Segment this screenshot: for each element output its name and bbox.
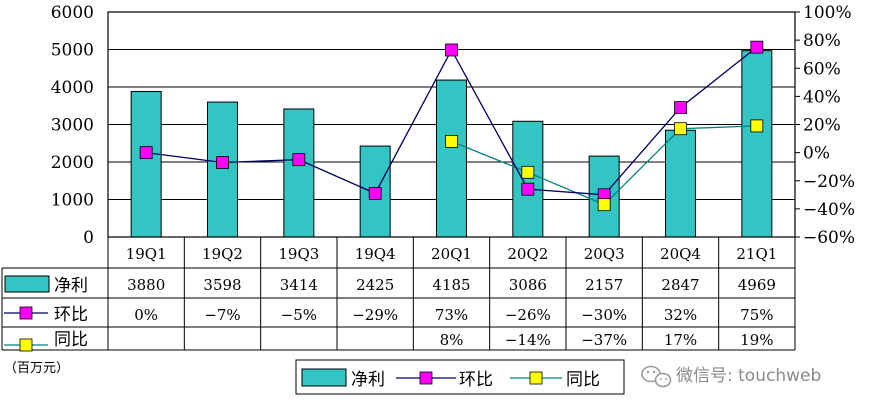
table-cell: −14% bbox=[505, 331, 551, 349]
mom-point-19Q3 bbox=[292, 153, 306, 167]
x-tick-label: 21Q1 bbox=[736, 245, 777, 263]
x-tick-label: 19Q1 bbox=[126, 245, 167, 263]
row-key-marker bbox=[19, 338, 33, 352]
y-right-tick-label: 100% bbox=[803, 3, 852, 23]
mom-point-20Q1 bbox=[445, 43, 458, 57]
bar-19Q1 bbox=[130, 91, 162, 238]
yoy-point-21Q1 bbox=[750, 119, 764, 133]
legend-key-marker bbox=[529, 371, 543, 385]
table-cell: 4969 bbox=[738, 276, 776, 294]
table-cell: 32% bbox=[664, 306, 697, 324]
legend-label: 环比 bbox=[459, 370, 493, 390]
table-cell: 0% bbox=[134, 306, 158, 324]
legend-key-marker bbox=[419, 371, 433, 385]
row-key-bar bbox=[4, 275, 50, 293]
y-right-tick-label: 60% bbox=[803, 59, 841, 79]
bar-20Q4 bbox=[665, 129, 696, 238]
bar-20Q1 bbox=[436, 79, 467, 238]
bar-19Q3 bbox=[283, 108, 315, 238]
y-left-tick-label: 1000 bbox=[51, 191, 94, 211]
table-cell: 2847 bbox=[661, 276, 699, 294]
table-cell: −37% bbox=[581, 331, 627, 349]
table-cell: 75% bbox=[740, 306, 773, 324]
table-cell: −30% bbox=[581, 306, 627, 324]
row-key-marker bbox=[19, 306, 33, 320]
yoy-point-20Q3 bbox=[597, 198, 611, 212]
table-cell: 17% bbox=[664, 331, 697, 349]
wechat-icon bbox=[641, 365, 672, 388]
bar-21Q1 bbox=[741, 50, 773, 238]
y-right-tick-label: 80% bbox=[803, 31, 841, 51]
legend-box bbox=[295, 359, 625, 395]
table-cell: 19% bbox=[740, 331, 773, 349]
y-right-tick-label: 40% bbox=[803, 87, 841, 107]
mom-point-19Q2 bbox=[216, 156, 229, 169]
y-right-tick-label: −20% bbox=[803, 172, 855, 192]
x-tick-label: 20Q4 bbox=[660, 245, 701, 263]
bar-19Q2 bbox=[207, 101, 238, 238]
row-header-label: 环比 bbox=[54, 305, 88, 325]
table-cell: −5% bbox=[281, 306, 317, 324]
table-cell: −29% bbox=[352, 306, 398, 324]
table-cell: 4185 bbox=[432, 276, 470, 294]
y-left-tick-label: 0 bbox=[83, 228, 94, 248]
x-tick-label: 19Q2 bbox=[202, 245, 243, 263]
x-tick-label: 19Q4 bbox=[355, 245, 396, 263]
table-cell: 2157 bbox=[585, 276, 623, 294]
table-cell: 8% bbox=[440, 331, 464, 349]
y-right-tick-label: −40% bbox=[803, 200, 855, 220]
mom-point-20Q4 bbox=[674, 101, 687, 115]
y-left-tick-label: 5000 bbox=[51, 41, 94, 61]
table-cell: 2425 bbox=[356, 276, 394, 294]
mom-point-21Q1 bbox=[750, 40, 764, 54]
y-left-tick-label: 3000 bbox=[51, 116, 94, 136]
y-right-tick-label: −60% bbox=[803, 228, 855, 248]
legend-key-bar bbox=[301, 368, 347, 387]
row-header-label: 同比 bbox=[54, 330, 88, 350]
table-cell: 3598 bbox=[203, 276, 241, 294]
y-left-tick-label: 6000 bbox=[51, 3, 94, 23]
yoy-point-20Q1 bbox=[445, 134, 458, 148]
y-right-tick-label: 20% bbox=[803, 116, 841, 136]
row-header-label: 净利 bbox=[54, 276, 88, 296]
mom-point-20Q2 bbox=[521, 182, 535, 196]
legend-label: 净利 bbox=[351, 370, 385, 390]
table-cell: −26% bbox=[505, 306, 551, 324]
watermark-text: 微信号: touchweb bbox=[676, 366, 821, 386]
y-right-tick-label: 0% bbox=[803, 144, 830, 164]
y-left-tick-label: 2000 bbox=[51, 153, 94, 173]
bar-20Q2 bbox=[512, 120, 544, 238]
yoy-point-20Q2 bbox=[521, 165, 535, 179]
mom-point-19Q4 bbox=[368, 187, 382, 200]
y-left-tick-label: 4000 bbox=[51, 78, 94, 98]
mom-point-19Q1 bbox=[139, 146, 153, 160]
x-tick-label: 20Q3 bbox=[584, 245, 625, 263]
table-cell: 3414 bbox=[280, 276, 318, 294]
legend-label: 同比 bbox=[566, 370, 600, 390]
table-cell: 73% bbox=[435, 306, 468, 324]
x-tick-label: 20Q1 bbox=[431, 245, 472, 263]
unit-label: （百万元） bbox=[4, 361, 69, 376]
table-cell: 3880 bbox=[127, 276, 165, 294]
x-tick-label: 19Q3 bbox=[278, 245, 319, 263]
x-tick-label: 20Q2 bbox=[507, 245, 548, 263]
yoy-point-20Q4 bbox=[674, 122, 687, 136]
table-cell: −7% bbox=[204, 306, 240, 324]
table-cell: 3086 bbox=[509, 276, 547, 294]
